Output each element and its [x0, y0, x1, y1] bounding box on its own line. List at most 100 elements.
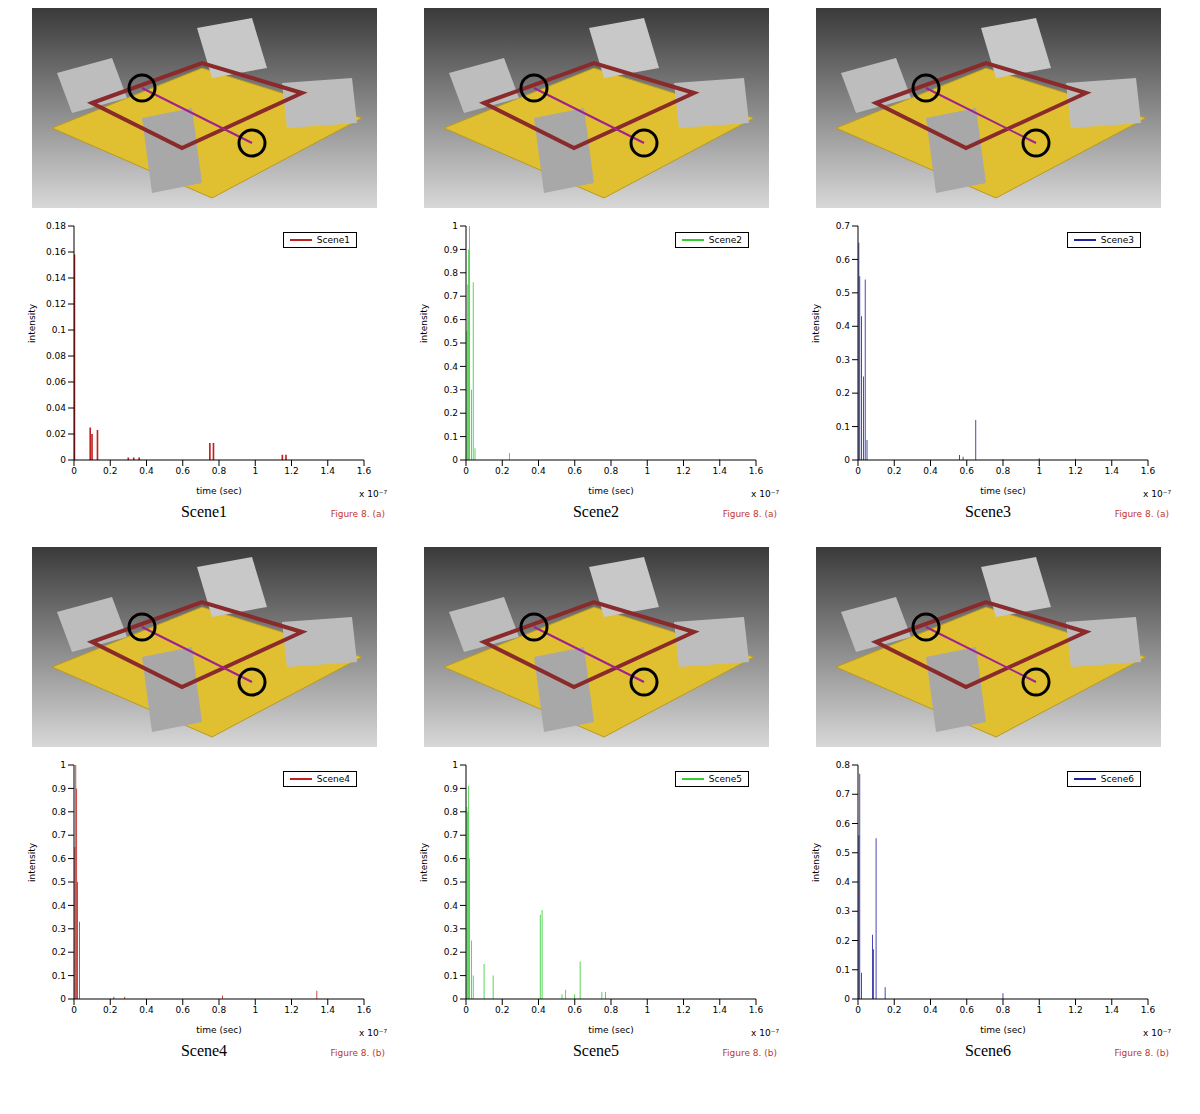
svg-text:1: 1: [644, 1005, 650, 1015]
svg-text:0.4: 0.4: [531, 1005, 546, 1015]
svg-text:1.6: 1.6: [357, 1005, 372, 1015]
svg-text:0.6: 0.6: [568, 1005, 583, 1015]
svg-text:1.2: 1.2: [676, 1005, 690, 1015]
svg-text:1.2: 1.2: [676, 466, 690, 476]
svg-text:1.4: 1.4: [321, 466, 336, 476]
svg-text:0.08: 0.08: [46, 351, 66, 361]
svg-text:0.3: 0.3: [836, 355, 850, 365]
svg-text:intensity: intensity: [811, 303, 821, 343]
svg-text:0.02: 0.02: [46, 429, 66, 439]
svg-text:time (sec): time (sec): [196, 486, 241, 496]
svg-text:0: 0: [463, 1005, 469, 1015]
svg-text:1: 1: [252, 466, 258, 476]
svg-text:0.8: 0.8: [604, 466, 619, 476]
svg-text:1: 1: [452, 760, 458, 770]
svg-text:0: 0: [844, 994, 850, 1004]
svg-text:0: 0: [855, 1005, 861, 1015]
svg-text:1: 1: [1036, 466, 1042, 476]
svg-text:0.8: 0.8: [212, 466, 227, 476]
svg-text:0: 0: [71, 1005, 77, 1015]
svg-text:1.2: 1.2: [1068, 466, 1082, 476]
svg-text:0.9: 0.9: [52, 784, 67, 794]
svg-text:intensity: intensity: [27, 303, 37, 343]
svg-text:1: 1: [452, 221, 458, 231]
svg-text:0.6: 0.6: [176, 466, 191, 476]
svg-text:0.1: 0.1: [52, 325, 66, 335]
svg-text:0.7: 0.7: [444, 830, 458, 840]
svg-text:0: 0: [452, 455, 458, 465]
svg-text:0.3: 0.3: [444, 385, 458, 395]
svg-text:0.1: 0.1: [444, 432, 458, 442]
svg-text:0.7: 0.7: [836, 221, 850, 231]
svg-text:1: 1: [60, 760, 66, 770]
svg-text:0.8: 0.8: [996, 466, 1011, 476]
svg-text:time (sec): time (sec): [980, 1025, 1025, 1035]
svg-text:0.8: 0.8: [836, 760, 851, 770]
svg-text:0.5: 0.5: [836, 288, 850, 298]
svg-text:1.4: 1.4: [713, 1005, 728, 1015]
svg-text:0: 0: [844, 455, 850, 465]
svg-text:0.1: 0.1: [52, 971, 66, 981]
svg-text:0.2: 0.2: [103, 1005, 117, 1015]
svg-text:0.4: 0.4: [923, 1005, 938, 1015]
svg-text:intensity: intensity: [27, 842, 37, 882]
svg-text:0.8: 0.8: [444, 807, 459, 817]
svg-text:0: 0: [60, 455, 66, 465]
svg-text:0: 0: [855, 466, 861, 476]
svg-text:0.8: 0.8: [996, 1005, 1011, 1015]
svg-text:0.6: 0.6: [176, 1005, 191, 1015]
svg-text:1.6: 1.6: [749, 1005, 764, 1015]
svg-text:0: 0: [463, 466, 469, 476]
svg-text:1: 1: [1036, 1005, 1042, 1015]
svg-text:1.4: 1.4: [1105, 466, 1120, 476]
svg-text:time (sec): time (sec): [588, 1025, 633, 1035]
svg-text:1.6: 1.6: [357, 466, 372, 476]
svg-text:0.1: 0.1: [836, 965, 850, 975]
svg-text:1.4: 1.4: [713, 466, 728, 476]
svg-text:0.3: 0.3: [52, 924, 66, 934]
svg-text:1.4: 1.4: [1105, 1005, 1120, 1015]
svg-text:0.18: 0.18: [46, 221, 66, 231]
svg-text:0.2: 0.2: [444, 947, 458, 957]
svg-text:0.5: 0.5: [444, 877, 458, 887]
svg-text:0.9: 0.9: [444, 245, 459, 255]
svg-text:1.6: 1.6: [749, 466, 764, 476]
svg-text:0.6: 0.6: [836, 819, 851, 829]
svg-text:0.7: 0.7: [836, 789, 850, 799]
svg-text:0.2: 0.2: [103, 466, 117, 476]
svg-text:0.2: 0.2: [495, 1005, 509, 1015]
svg-text:0.2: 0.2: [887, 466, 901, 476]
svg-text:0.6: 0.6: [836, 255, 851, 265]
svg-text:time (sec): time (sec): [588, 486, 633, 496]
svg-text:0.1: 0.1: [444, 971, 458, 981]
svg-text:0.14: 0.14: [46, 273, 66, 283]
svg-text:0.6: 0.6: [52, 854, 67, 864]
svg-text:0.4: 0.4: [836, 877, 851, 887]
svg-text:0.8: 0.8: [212, 1005, 227, 1015]
svg-text:0: 0: [452, 994, 458, 1004]
svg-text:1: 1: [644, 466, 650, 476]
svg-text:0.12: 0.12: [46, 299, 66, 309]
svg-text:1.4: 1.4: [321, 1005, 336, 1015]
svg-text:0.6: 0.6: [444, 315, 459, 325]
svg-text:time (sec): time (sec): [980, 486, 1025, 496]
svg-text:0.4: 0.4: [531, 466, 546, 476]
svg-text:0.4: 0.4: [923, 466, 938, 476]
svg-text:0.8: 0.8: [604, 1005, 619, 1015]
svg-text:0.3: 0.3: [444, 924, 458, 934]
svg-text:0: 0: [71, 466, 77, 476]
svg-text:0.6: 0.6: [444, 854, 459, 864]
svg-text:0.4: 0.4: [836, 321, 851, 331]
svg-text:0.2: 0.2: [52, 947, 66, 957]
svg-text:0.16: 0.16: [46, 247, 66, 257]
svg-text:0.4: 0.4: [52, 901, 67, 911]
svg-text:0.2: 0.2: [887, 1005, 901, 1015]
svg-text:0: 0: [60, 994, 66, 1004]
svg-text:0.6: 0.6: [960, 466, 975, 476]
svg-text:0.6: 0.6: [960, 1005, 975, 1015]
svg-text:0.5: 0.5: [52, 877, 66, 887]
svg-text:0.2: 0.2: [836, 388, 850, 398]
svg-text:0.9: 0.9: [444, 784, 459, 794]
svg-text:intensity: intensity: [419, 842, 429, 882]
svg-text:0.06: 0.06: [46, 377, 66, 387]
